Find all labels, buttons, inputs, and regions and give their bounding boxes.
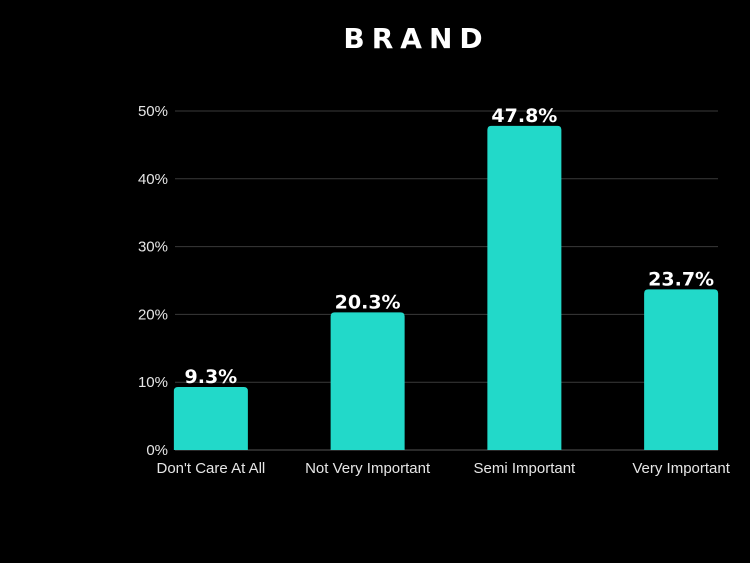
bar-3	[644, 289, 719, 450]
data-label: 47.8%	[491, 105, 557, 127]
y-tick-label: 20%	[138, 306, 168, 323]
category-label: Semi Important	[474, 460, 577, 477]
category-label: Very Important	[632, 460, 730, 477]
y-tick-label: 30%	[138, 239, 168, 256]
y-tick-label: 0%	[146, 442, 168, 459]
chart-title: BRAND	[343, 22, 490, 55]
category-label: Not Very Important	[305, 460, 431, 477]
y-tick-label: 40%	[138, 171, 168, 188]
data-label: 23.7%	[648, 268, 714, 290]
category-label: Don't Care At All	[157, 460, 266, 477]
bar-1	[330, 312, 405, 450]
bar-0	[173, 386, 248, 450]
data-label: 20.3%	[335, 291, 401, 313]
data-label: 9.3%	[185, 366, 238, 388]
bar-2	[487, 125, 562, 450]
y-tick-label: 50%	[138, 103, 168, 120]
y-tick-label: 10%	[138, 374, 168, 391]
